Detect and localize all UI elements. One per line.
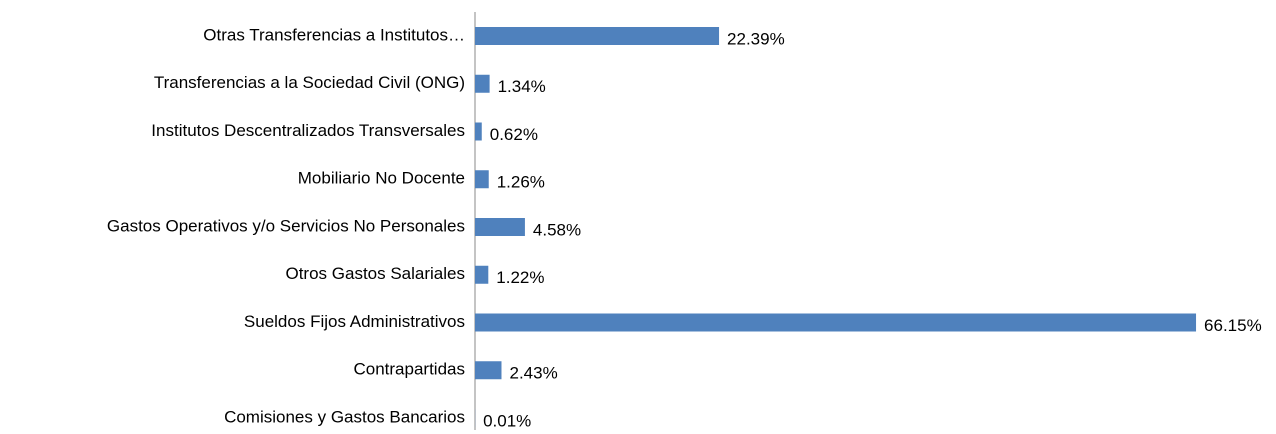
y-tick-label: Transferencias a la Sociedad Civil (ONG): [154, 73, 465, 92]
bar: [475, 122, 482, 141]
data-label: 0.01%: [483, 411, 531, 430]
bar: [475, 27, 720, 45]
data-label: 66.15%: [1204, 316, 1262, 335]
y-tick-label: Comisiones y Gastos Bancarios: [224, 407, 465, 426]
bar: [475, 218, 525, 236]
y-tick-label: Mobiliario No Docente: [298, 169, 465, 188]
y-tick-label: Otros Gastos Salariales: [285, 264, 465, 283]
data-label: 1.22%: [496, 268, 544, 287]
data-label: 0.62%: [490, 125, 538, 144]
y-tick-label: Contrapartidas: [353, 360, 465, 379]
y-tick-label: Sueldos Fijos Administrativos: [244, 312, 465, 331]
data-label: 22.39%: [727, 29, 785, 48]
bar: [475, 313, 1197, 332]
data-label: 1.26%: [497, 173, 545, 192]
bar: [475, 170, 489, 189]
bar: [475, 74, 490, 93]
y-tick-label: Gastos Operativos y/o Servicios No Perso…: [107, 216, 465, 235]
bar: [475, 361, 502, 380]
bar: [475, 265, 489, 284]
data-label: 1.34%: [498, 77, 546, 96]
y-tick-label: Institutos Descentralizados Transversale…: [151, 121, 465, 140]
data-label: 4.58%: [533, 220, 581, 239]
y-tick-label: Otras Transferencias a Institutos…: [203, 25, 465, 44]
data-label: 2.43%: [509, 364, 557, 383]
